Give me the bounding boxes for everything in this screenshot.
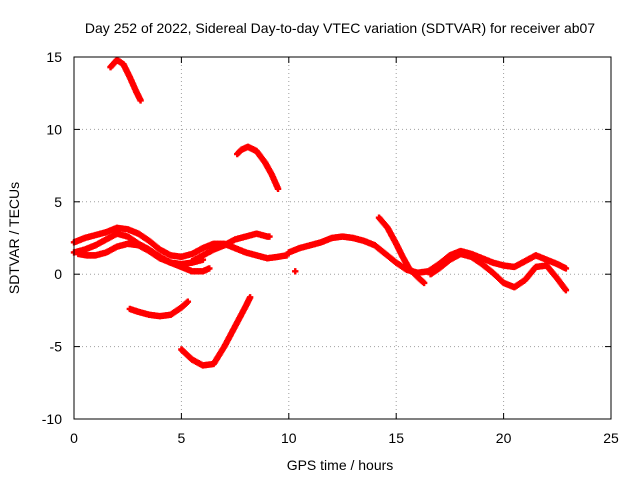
x-tick-label: 15 bbox=[388, 430, 404, 446]
x-tick-label: 10 bbox=[281, 430, 297, 446]
plot-frame bbox=[73, 56, 612, 420]
x-tick-label: 25 bbox=[603, 430, 619, 446]
x-tick-label: 5 bbox=[178, 430, 186, 446]
y-tick-label: 0 bbox=[54, 266, 62, 282]
data-point bbox=[246, 294, 254, 301]
y-tick-label: 10 bbox=[46, 121, 62, 137]
series-arc-11 bbox=[178, 294, 254, 369]
y-tick-label: 15 bbox=[46, 49, 62, 65]
chart-title: Day 252 of 2022, Sidereal Day-to-day VTE… bbox=[85, 20, 595, 36]
data-point bbox=[274, 185, 282, 192]
data-point bbox=[266, 233, 273, 240]
data-point bbox=[292, 268, 299, 275]
x-tick-label: 20 bbox=[496, 430, 512, 446]
series-arc-10 bbox=[126, 298, 192, 320]
y-tick-label: -10 bbox=[42, 411, 62, 427]
y-tick-label: 5 bbox=[54, 194, 62, 210]
data-point bbox=[206, 265, 213, 272]
data-point bbox=[420, 279, 428, 287]
series-arc-1 bbox=[107, 56, 144, 104]
y-axis-label: SDTVAR / TECUs bbox=[6, 182, 22, 294]
x-axis-label: GPS time / hours bbox=[287, 457, 394, 473]
series-arc-7 bbox=[285, 233, 570, 276]
series-arc-6 bbox=[188, 230, 273, 265]
series-arc-8 bbox=[375, 214, 428, 287]
data-point bbox=[562, 265, 570, 272]
series-arc-2 bbox=[234, 143, 282, 192]
series-dot bbox=[292, 268, 299, 275]
x-tick-label: 0 bbox=[70, 430, 78, 446]
data-point bbox=[184, 298, 192, 305]
series-arc-5 bbox=[75, 240, 207, 268]
data-marks bbox=[70, 56, 570, 369]
x-tick-labels: 0 5 10 15 20 25 bbox=[70, 430, 619, 446]
series-arc-9 bbox=[427, 250, 570, 294]
y-tick-labels: -10 -5 0 5 10 15 bbox=[42, 49, 62, 427]
axis-ticks bbox=[73, 56, 612, 420]
data-point bbox=[562, 286, 570, 294]
y-tick-label: -5 bbox=[50, 339, 63, 355]
data-point bbox=[137, 97, 144, 104]
